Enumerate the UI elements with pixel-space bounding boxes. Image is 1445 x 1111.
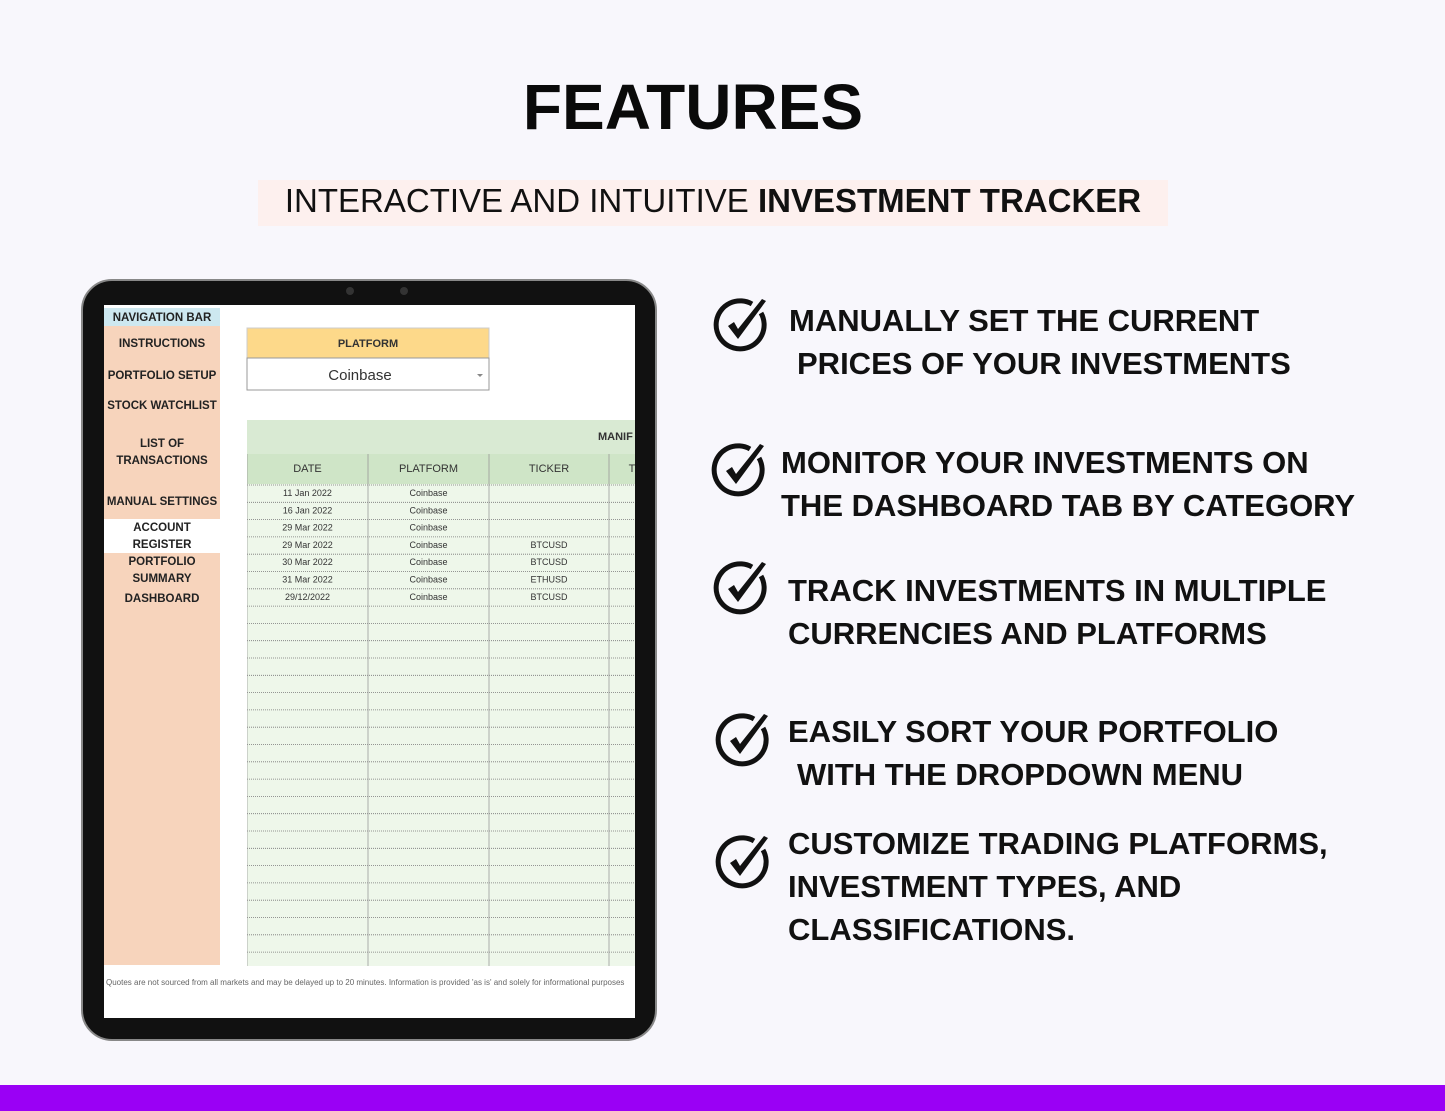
cell: Coinbase: [409, 592, 447, 602]
column-header: TICKER: [529, 463, 569, 475]
check-circle: [711, 443, 765, 497]
subtitle: INTERACTIVE AND INTUITIVE INVESTMENT TRA…: [285, 182, 1141, 219]
feature-text: CURRENCIES AND PLATFORMS: [788, 616, 1267, 651]
bottom-bar: [0, 1085, 1445, 1111]
cell: Coinbase: [409, 540, 447, 550]
check-mark: [728, 299, 766, 339]
subtitle-regular: INTERACTIVE AND INTUITIVE: [285, 182, 749, 219]
feature-text: EASILY SORT YOUR PORTFOLIO: [788, 714, 1278, 749]
cell: Coinbase: [409, 505, 447, 515]
feature-text: MANUALLY SET THE CURRENT: [789, 303, 1259, 338]
table-header-bg: [247, 454, 635, 484]
cell: Coinbase: [409, 557, 447, 567]
subtitle-highlight: [258, 180, 1168, 226]
feature-text: CUSTOMIZE TRADING PLATFORMS,: [788, 826, 1328, 861]
footer-clip: Quotes are not sourced from all markets …: [106, 978, 624, 987]
footer-note: Quotes are not sourced from all markets …: [106, 978, 624, 987]
feature-text: WITH THE DROPDOWN MENU: [797, 757, 1243, 792]
check-mark: [728, 562, 766, 602]
title: FEATURES: [523, 71, 863, 143]
feature-text: THE DASHBOARD TAB BY CATEGORY: [781, 488, 1355, 523]
feature-text: CLASSIFICATIONS.: [788, 912, 1075, 947]
column-header: PLATFORM: [399, 463, 458, 475]
nav-title-bg: [104, 308, 220, 326]
platform-value: Coinbase: [328, 367, 391, 384]
nav-active-bg: [104, 519, 220, 553]
platform-label: PLATFORM: [338, 338, 398, 350]
nav-item: SUMMARY: [133, 573, 192, 585]
feature-text: TRACK INVESTMENTS IN MULTIPLE: [788, 573, 1326, 608]
camera: [346, 287, 354, 295]
subtitle-bold: INVESTMENT TRACKER: [758, 182, 1141, 219]
check-circle: [715, 835, 769, 889]
cell: BTCUSD: [530, 557, 568, 567]
camera: [400, 287, 408, 295]
cell: Coinbase: [409, 488, 447, 498]
feature-text: INVESTMENT TYPES, AND: [788, 869, 1181, 904]
nav-panel: [104, 308, 220, 965]
feature-text: PRICES OF YOUR INVESTMENTS: [797, 346, 1291, 381]
nav-item: REGISTER: [133, 539, 192, 551]
table: MANIF DATE PLATFORM TICKER T 11 Jan 2022 Coin…: [247, 420, 636, 966]
cell: 29 Mar 2022: [282, 540, 333, 550]
check-mark: [726, 444, 764, 484]
platform-dropdown[interactable]: [246, 357, 490, 391]
column-header: DATE: [293, 463, 322, 475]
table-title: MANIF: [598, 431, 633, 443]
check-circle: [713, 561, 767, 615]
cell: BTCUSD: [530, 540, 568, 550]
column-header: T: [629, 463, 636, 475]
platform-header: [246, 327, 490, 359]
dropdown-arrow: [477, 374, 483, 377]
cell: Coinbase: [409, 574, 447, 584]
cell: 11 Jan 2022: [283, 488, 332, 498]
cell: Coinbase: [409, 523, 447, 533]
nav-item: TRANSACTIONS: [116, 455, 208, 467]
check-circle: [715, 713, 769, 767]
cell: 29 Mar 2022: [282, 523, 333, 533]
nav-item: PORTFOLIO SETUP: [108, 370, 217, 382]
cell: 16 Jan 2022: [283, 505, 333, 515]
cell: 30 Mar 2022: [282, 557, 333, 567]
cell: ETHUSD: [530, 574, 568, 584]
nav-item: PORTFOLIO: [128, 556, 195, 568]
nav-item: DASHBOARD: [125, 593, 200, 605]
check-mark: [730, 714, 768, 754]
feature-text: MONITOR YOUR INVESTMENTS ON: [781, 445, 1309, 480]
table-title-bg: [247, 420, 635, 454]
check-circle: [713, 298, 767, 352]
check-mark: [730, 836, 768, 876]
nav-item: ACCOUNT: [133, 522, 191, 534]
nav-item: INSTRUCTIONS: [119, 338, 206, 350]
nav-item: STOCK WATCHLIST: [107, 400, 216, 412]
cell: 29/12/2022: [285, 592, 330, 602]
cell: 31 Mar 2022: [282, 574, 333, 584]
cell: BTCUSD: [530, 592, 568, 602]
nav-item: LIST OF: [140, 438, 184, 450]
nav-title: NAVIGATION BAR: [113, 312, 212, 324]
nav-item: MANUAL SETTINGS: [107, 496, 218, 508]
